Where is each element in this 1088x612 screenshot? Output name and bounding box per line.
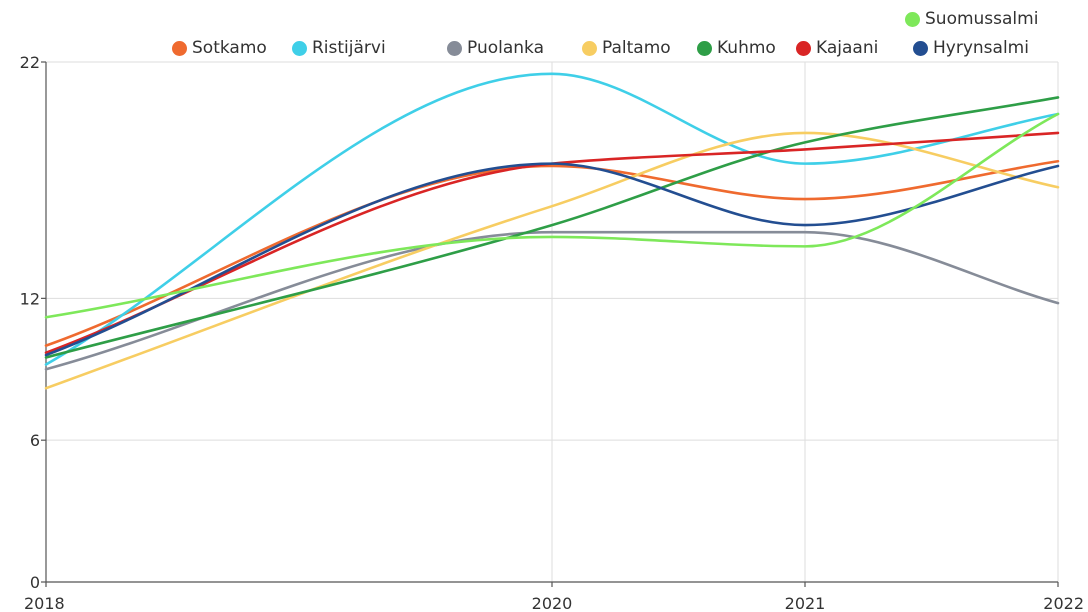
legend-item-paltamo[interactable]: Paltamo — [582, 38, 671, 58]
legend-item-kuhmo[interactable]: Kuhmo — [697, 38, 776, 58]
series-line-kuhmo — [44, 96, 1060, 359]
legend-item-sotkamo[interactable]: Sotkamo — [172, 38, 267, 58]
legend-label: Paltamo — [602, 38, 671, 58]
legend-swatch — [172, 40, 187, 56]
axes — [41, 61, 1059, 587]
legend-label: Ristijärvi — [312, 38, 386, 58]
series-line-puolanka — [44, 230, 1060, 371]
legend-swatch — [292, 40, 307, 56]
x-gridlines — [551, 62, 1059, 582]
legend-label: Kajaani — [816, 38, 879, 58]
legend-swatch — [582, 40, 597, 56]
x-tick-label: 2018 — [24, 594, 65, 612]
legend-item-puolanka[interactable]: Puolanka — [447, 38, 544, 58]
legend-label: Suomussalmi — [925, 9, 1039, 29]
series-line-suomussalmi — [44, 112, 1060, 319]
series-line-sotkamo — [44, 159, 1060, 347]
legend-label: Puolanka — [467, 38, 545, 58]
series-line-ristijärvi — [44, 72, 1060, 366]
x-tick-label: 2021 — [785, 594, 826, 612]
legend-swatch — [447, 40, 462, 56]
legend-swatch — [905, 11, 920, 27]
series-line-kajaani — [44, 131, 1060, 355]
legend-swatch — [913, 40, 928, 56]
x-tick-label: 2020 — [532, 594, 573, 612]
legend-label: Sotkamo — [192, 38, 267, 58]
y-tick-label: 12 — [20, 289, 40, 308]
series-lines — [44, 72, 1060, 390]
x-tick-label: 2022 — [1043, 594, 1084, 612]
legend-label: Kuhmo — [717, 38, 776, 58]
legend-item-kajaani[interactable]: Kajaani — [796, 38, 878, 58]
y-tick-label: 0 — [30, 573, 40, 592]
series-line-paltamo — [44, 131, 1060, 390]
legend-swatch — [796, 40, 811, 56]
legend-label: Hyrynsalmi — [933, 38, 1029, 58]
legend-swatch — [697, 40, 712, 56]
legend-item-suomussalmi[interactable]: Suomussalmi — [905, 9, 1038, 29]
y-tick-labels: 0 6 12 22 — [20, 53, 40, 592]
x-tick-labels: 2018 2020 2021 2022 — [24, 594, 1084, 612]
legend-item-hyrynsalmi[interactable]: Hyrynsalmi — [913, 38, 1029, 58]
y-tick-label: 22 — [20, 53, 40, 72]
y-tick-label: 6 — [30, 431, 40, 450]
legend-item-ristijärvi[interactable]: Ristijärvi — [292, 38, 386, 58]
legend: Sotkamo Ristijärvi Puolanka Paltamo Kuhmo Kaj… — [0, 0, 1088, 62]
